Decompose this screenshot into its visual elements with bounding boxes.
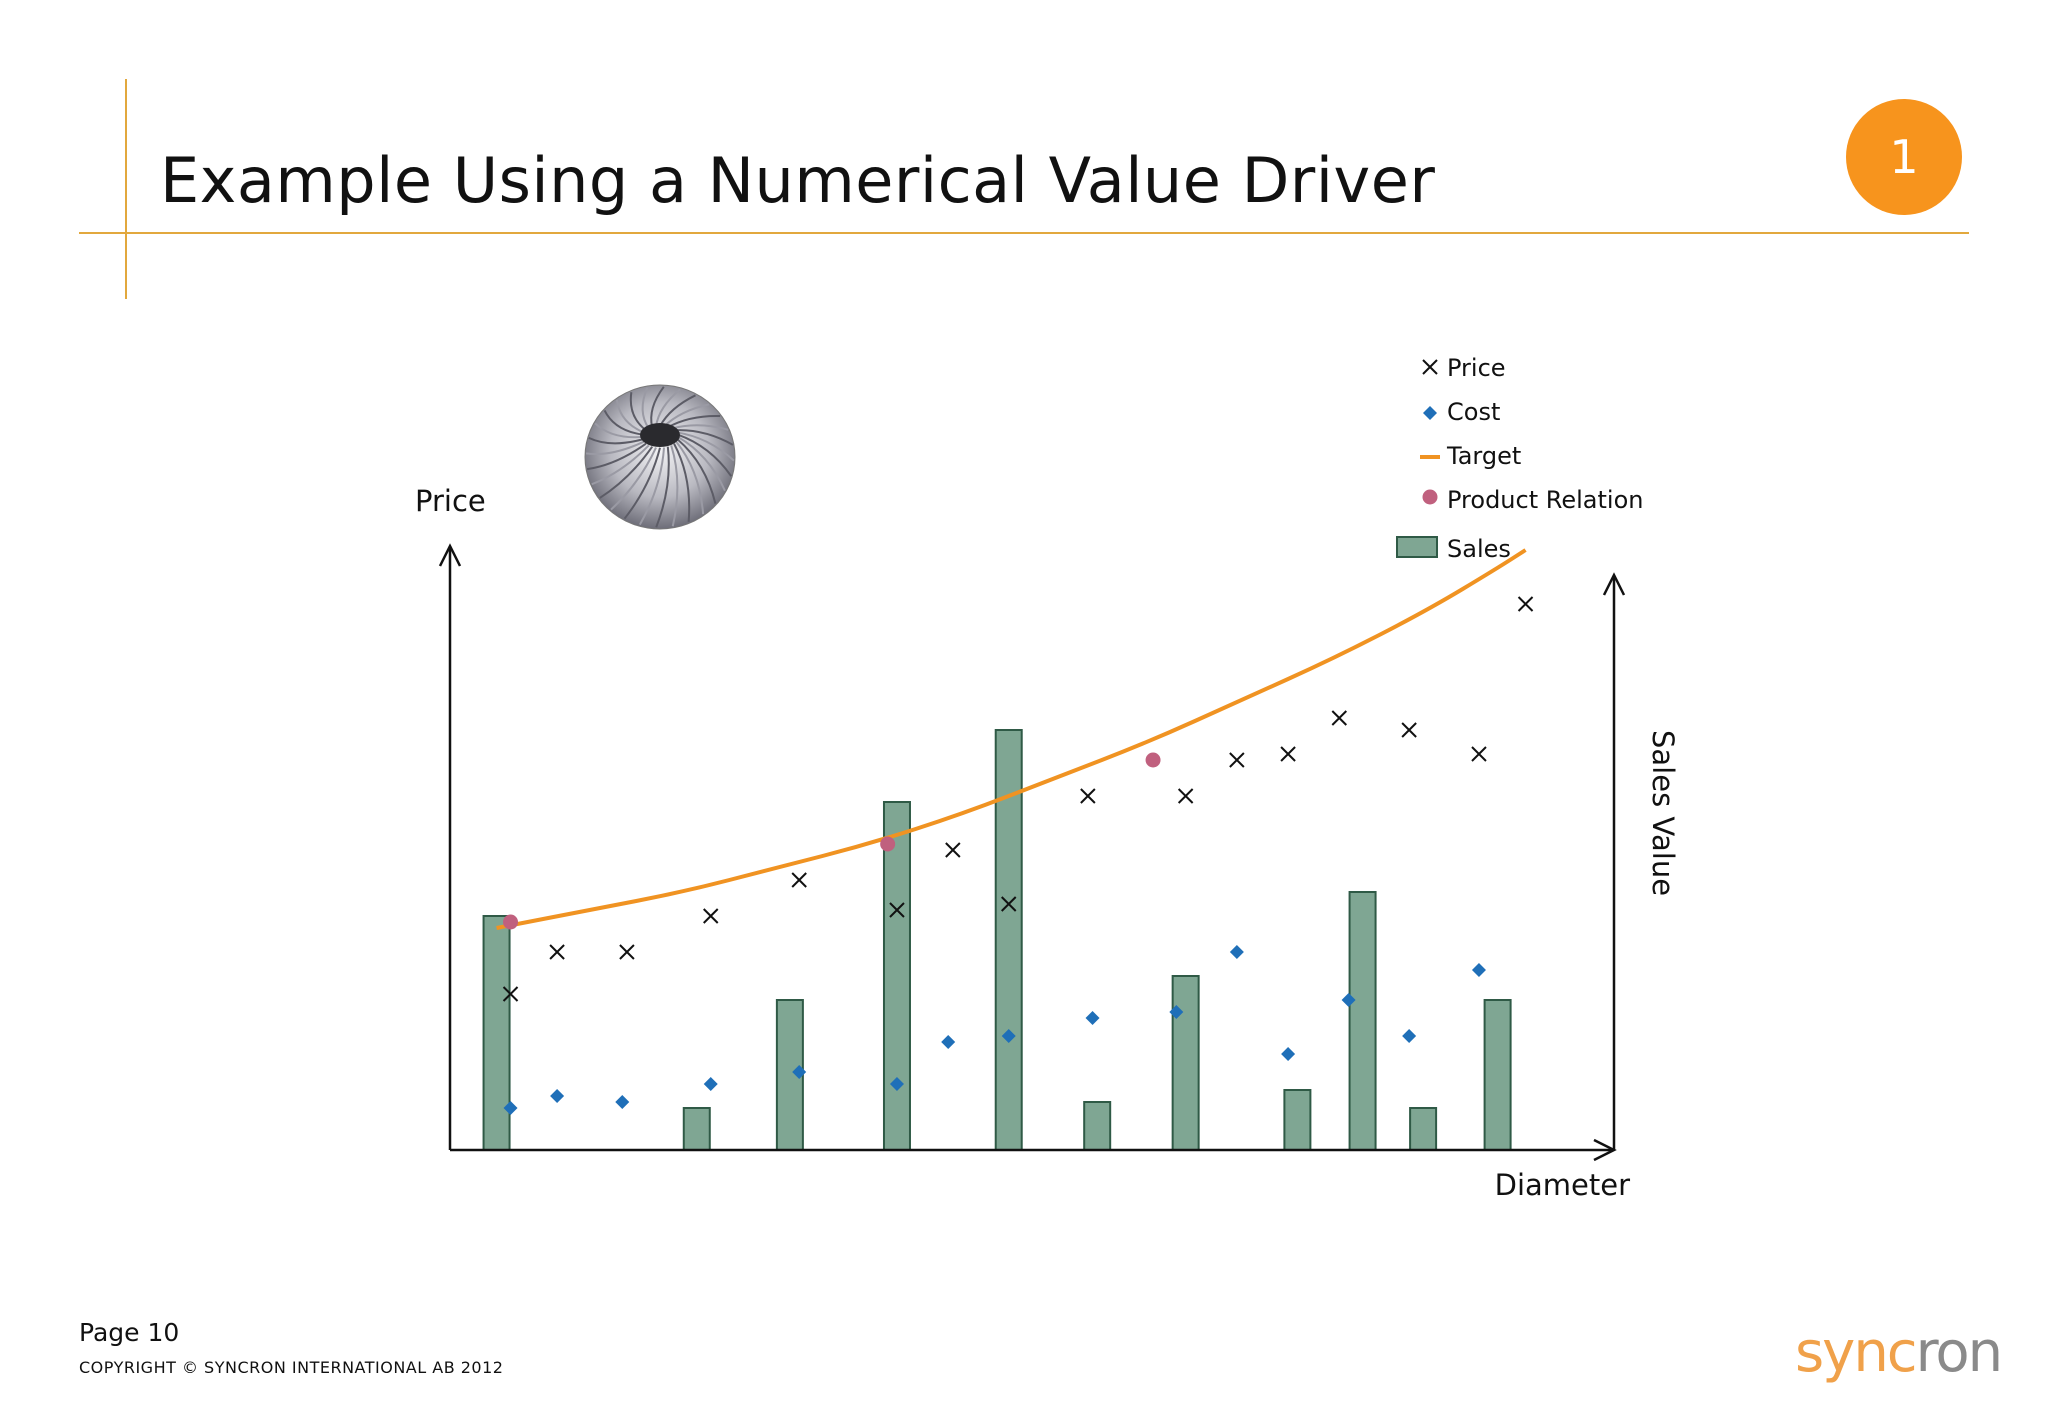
impeller-blade — [586, 442, 647, 471]
impeller-blade — [676, 438, 717, 504]
sales-bar — [682, 1107, 711, 1151]
price-point — [502, 986, 519, 1002]
impeller-blade — [585, 440, 645, 455]
price-point — [1229, 752, 1245, 768]
price-point — [703, 908, 719, 924]
price-point — [1401, 722, 1417, 738]
slide-number-badge: 1 — [1846, 99, 1962, 215]
impeller-blade — [629, 392, 647, 432]
legend-label: Cost — [1447, 398, 1500, 426]
slide-title: Example Using a Numerical Value Driver — [160, 144, 1436, 217]
cost-point — [1169, 1005, 1184, 1019]
sales-bar — [1083, 1101, 1112, 1151]
impeller-blade — [670, 445, 679, 527]
cost-point — [792, 1065, 807, 1079]
price-point — [1471, 746, 1487, 762]
impeller-blade — [599, 446, 654, 499]
sales-bar — [1283, 1089, 1312, 1151]
cost-point — [1402, 1029, 1417, 1043]
x-axis-label: Diameter — [1495, 1168, 1630, 1202]
turbine-impeller-image — [584, 384, 736, 530]
impeller-blade — [594, 422, 643, 439]
price-point — [945, 842, 961, 858]
cost-point — [1085, 1011, 1100, 1025]
cost-point — [1341, 993, 1356, 1007]
y-axis-arrow — [438, 543, 462, 567]
sales-bar — [1483, 999, 1512, 1151]
cost-point — [1471, 963, 1486, 977]
impeller-blade — [610, 447, 657, 511]
legend-label: Sales — [1447, 535, 1511, 563]
cost-point — [550, 1089, 565, 1103]
vertical-rule — [125, 79, 127, 299]
legend-cost-marker — [1423, 406, 1437, 420]
logo-text-a: sync — [1795, 1320, 1918, 1385]
legend-label: Product Relation — [1447, 486, 1643, 514]
sales-bar — [482, 915, 511, 1151]
product-relation-point — [880, 836, 896, 852]
price-point — [549, 944, 565, 960]
price-point — [791, 872, 807, 888]
impeller-blade — [670, 424, 729, 431]
price-point — [1001, 896, 1017, 912]
impeller-blade — [615, 399, 645, 434]
sales-bar — [1348, 891, 1377, 1151]
impeller-hub — [640, 423, 680, 447]
impeller-blade — [588, 436, 643, 445]
impeller-blade — [638, 447, 666, 526]
cost-point — [1281, 1047, 1296, 1061]
impeller-blade — [655, 446, 670, 528]
impeller-blade — [603, 409, 643, 436]
y2-axis-arrow — [1602, 572, 1626, 596]
cost-point — [615, 1095, 630, 1109]
product-relation-point — [1145, 752, 1161, 768]
price-point — [1080, 788, 1096, 804]
price-point — [1517, 596, 1534, 612]
horizontal-rule — [79, 232, 1969, 234]
impeller-blade — [676, 431, 735, 462]
product-relation-point — [503, 914, 519, 930]
impeller-body — [584, 384, 736, 530]
sales-bar — [1171, 975, 1200, 1151]
cost-point — [1001, 1029, 1016, 1043]
impeller-blade — [674, 429, 734, 446]
price-point — [889, 902, 905, 918]
impeller-blade — [677, 436, 726, 492]
impeller-blade — [641, 387, 650, 430]
cost-point — [703, 1077, 718, 1091]
price-point — [1177, 788, 1194, 804]
cost-point — [503, 1101, 518, 1115]
price-point — [619, 944, 635, 960]
copyright: COPYRIGHT © SYNCRON INTERNATIONAL AB 201… — [79, 1358, 504, 1377]
legend-label: Price — [1447, 354, 1506, 382]
target-line — [496, 548, 1527, 930]
cost-point — [889, 1077, 904, 1091]
price-point — [1280, 746, 1296, 762]
cost-point — [1229, 945, 1244, 959]
legend-sales-marker — [1396, 536, 1438, 558]
sales-bar — [1409, 1107, 1438, 1151]
page-number: Page 10 — [79, 1318, 180, 1347]
impeller-blade — [591, 444, 650, 486]
legend-price-marker — [1422, 359, 1438, 375]
sales-bar — [882, 801, 911, 1151]
syncron-logo: syncron — [1795, 1320, 2004, 1385]
price-point — [1331, 710, 1348, 726]
logo-text-b: ron — [1915, 1320, 2004, 1385]
legend-label: Target — [1446, 442, 1521, 470]
cost-point — [941, 1035, 956, 1049]
impeller-blade — [623, 447, 661, 520]
legend-product-relation-marker — [1422, 489, 1438, 505]
impeller-blade — [650, 386, 665, 428]
y-axis-label: Price — [415, 484, 486, 518]
impeller-blade — [677, 433, 733, 477]
impeller-blade — [675, 441, 705, 515]
impeller-blade — [673, 443, 691, 522]
y2-axis-label: Sales Value — [1646, 730, 1680, 896]
